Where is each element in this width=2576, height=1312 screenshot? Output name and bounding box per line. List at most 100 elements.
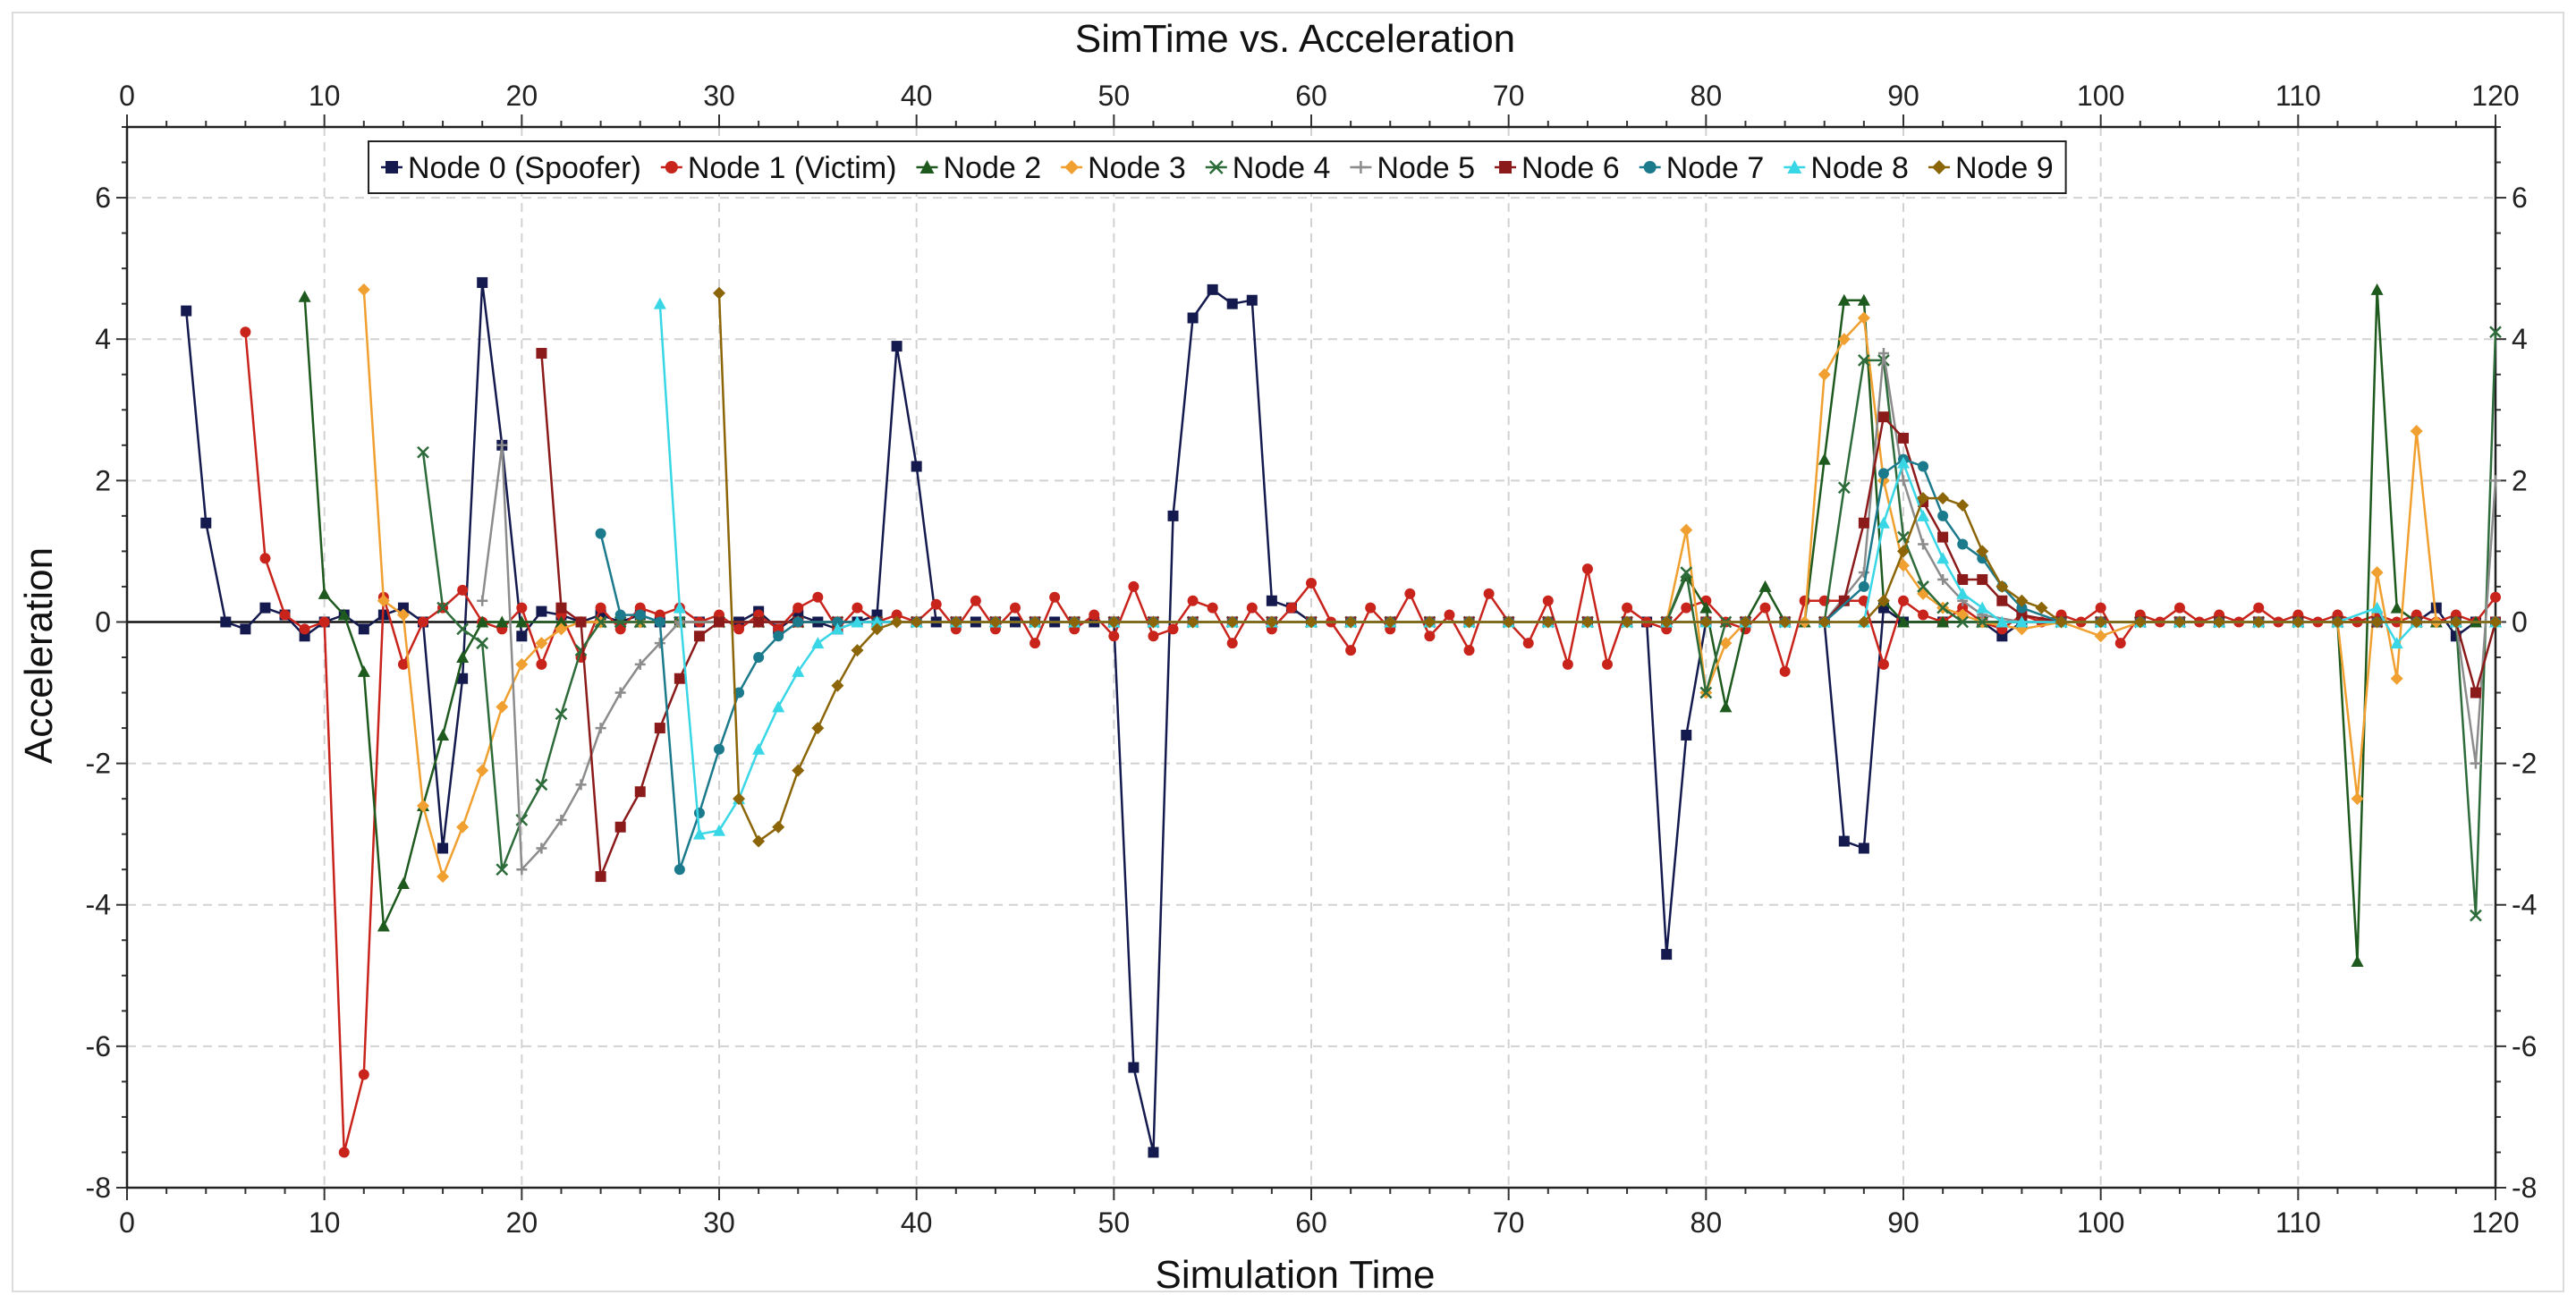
data-point-node-6 <box>1996 595 2008 606</box>
data-point-node-1-victim <box>970 595 981 606</box>
data-point-node-9 <box>1956 499 1970 512</box>
x-tick-label-top: 30 <box>703 80 735 112</box>
x-tick-label-top: 20 <box>506 80 538 112</box>
data-point-node-1-victim <box>1581 563 1593 575</box>
data-point-node-6 <box>693 631 705 642</box>
data-point-node-7 <box>773 631 784 642</box>
legend-marker-node-4 <box>1208 160 1224 174</box>
legend-marker-node-8 <box>1787 160 1802 174</box>
data-point-node-3 <box>1719 637 1733 650</box>
y-tick-label-right: 6 <box>2512 182 2528 214</box>
data-point-node-9 <box>1225 615 1239 629</box>
data-point-node-6 <box>1957 574 1969 586</box>
data-point-node-6 <box>536 348 547 360</box>
data-point-node-0-spoofer <box>477 276 488 288</box>
data-point-node-1-victim <box>595 602 606 614</box>
data-point-node-3 <box>515 657 529 671</box>
data-point-node-3 <box>496 700 509 714</box>
legend-entry-node-1-victim: Node 1 (Victim) <box>660 151 896 185</box>
data-point-node-1-victim <box>812 591 824 603</box>
y-tick-label-right: -6 <box>2512 1030 2537 1062</box>
data-point-node-9 <box>2035 601 2048 614</box>
data-point-node-8 <box>713 824 725 836</box>
data-point-node-0-spoofer <box>397 602 409 614</box>
data-point-node-1-victim <box>2490 591 2501 603</box>
data-point-node-1-victim <box>1246 602 1258 614</box>
y-tick-label-left: -2 <box>86 748 111 780</box>
data-point-node-1-victim <box>891 609 902 621</box>
legend-label-node-6: Node 6 <box>1521 151 1620 185</box>
data-point-node-1-victim <box>1167 623 1179 635</box>
legend-label-node-4: Node 4 <box>1233 151 1331 185</box>
data-point-node-6 <box>654 723 665 734</box>
data-point-node-0-spoofer <box>1167 510 1179 521</box>
data-point-node-3 <box>1837 333 1851 346</box>
data-point-node-5 <box>614 687 626 698</box>
data-point-node-4 <box>1680 566 1693 580</box>
data-point-node-2 <box>2390 601 2403 614</box>
data-point-node-4 <box>456 622 470 636</box>
data-point-node-3 <box>377 594 390 607</box>
data-point-node-8 <box>772 700 785 713</box>
data-point-node-1-victim <box>1444 609 1455 621</box>
data-point-node-2 <box>1936 615 1950 628</box>
data-point-node-1-victim <box>2095 602 2106 614</box>
x-tick-label-top: 0 <box>119 80 135 112</box>
data-point-node-9 <box>811 722 825 735</box>
data-point-node-9 <box>1877 594 1890 607</box>
data-point-node-3 <box>2410 424 2423 437</box>
data-point-node-3 <box>396 608 410 622</box>
data-point-node-5 <box>496 439 508 451</box>
data-point-node-9 <box>910 615 923 629</box>
data-point-node-9 <box>1917 492 1930 505</box>
data-point-node-7 <box>614 609 626 621</box>
data-point-node-9 <box>1818 615 1831 629</box>
legend-label-node-9: Node 9 <box>1955 151 2054 185</box>
x-tick-label-bottom: 90 <box>1887 1206 1919 1239</box>
data-point-node-6 <box>595 871 606 883</box>
data-point-node-9 <box>2252 615 2266 629</box>
data-point-node-4 <box>555 707 568 721</box>
data-point-node-0-spoofer <box>240 623 251 635</box>
data-point-node-9 <box>1068 615 1081 629</box>
x-tick-label-bottom: 60 <box>1295 1206 1327 1239</box>
data-point-node-8 <box>831 622 844 635</box>
legend-marker-node-1-victim <box>665 161 678 174</box>
x-tick-label-bottom: 20 <box>506 1206 538 1239</box>
data-point-node-7 <box>595 528 606 539</box>
data-point-node-4 <box>2489 326 2502 339</box>
data-point-node-9 <box>1541 615 1555 629</box>
y-tick-label-right: 2 <box>2512 464 2528 496</box>
legend-label-node-5: Node 5 <box>1377 151 1475 185</box>
data-point-node-1-victim <box>1779 665 1791 677</box>
y-tick-label-right: -4 <box>2512 889 2537 921</box>
data-point-node-3 <box>1680 523 1693 537</box>
data-point-node-0-spoofer <box>1858 842 1869 854</box>
legend-entry-node-7: Node 7 <box>1639 151 1764 185</box>
data-point-node-0-spoofer <box>1246 294 1258 306</box>
data-point-node-0-spoofer <box>181 305 192 317</box>
data-point-node-9 <box>733 792 746 806</box>
data-point-node-2 <box>1818 453 1831 465</box>
data-point-node-1-victim <box>733 623 745 635</box>
data-point-node-3 <box>436 870 450 884</box>
data-point-node-1-victim <box>1463 645 1475 656</box>
data-point-node-9 <box>1344 615 1358 629</box>
data-point-node-4 <box>2470 909 2482 922</box>
data-point-node-9 <box>1186 615 1199 629</box>
data-point-node-9 <box>1580 615 1594 629</box>
data-point-node-8 <box>2370 601 2384 614</box>
data-point-node-2 <box>298 290 311 302</box>
data-point-node-3 <box>2370 566 2384 580</box>
legend-entry-node-9: Node 9 <box>1928 151 2054 185</box>
legend-entry-node-8: Node 8 <box>1784 151 1909 185</box>
data-point-node-8 <box>2015 615 2029 628</box>
data-point-node-1-victim <box>1187 595 1199 606</box>
data-point-node-3 <box>417 800 429 813</box>
data-point-node-0-spoofer <box>1207 284 1218 295</box>
x-axis-label: Simulation Time <box>1155 1253 1435 1297</box>
data-point-node-8 <box>851 615 864 628</box>
data-point-node-1-victim <box>1030 638 1041 649</box>
data-point-node-9 <box>1857 615 1870 629</box>
data-point-node-1-victim <box>338 1147 350 1158</box>
